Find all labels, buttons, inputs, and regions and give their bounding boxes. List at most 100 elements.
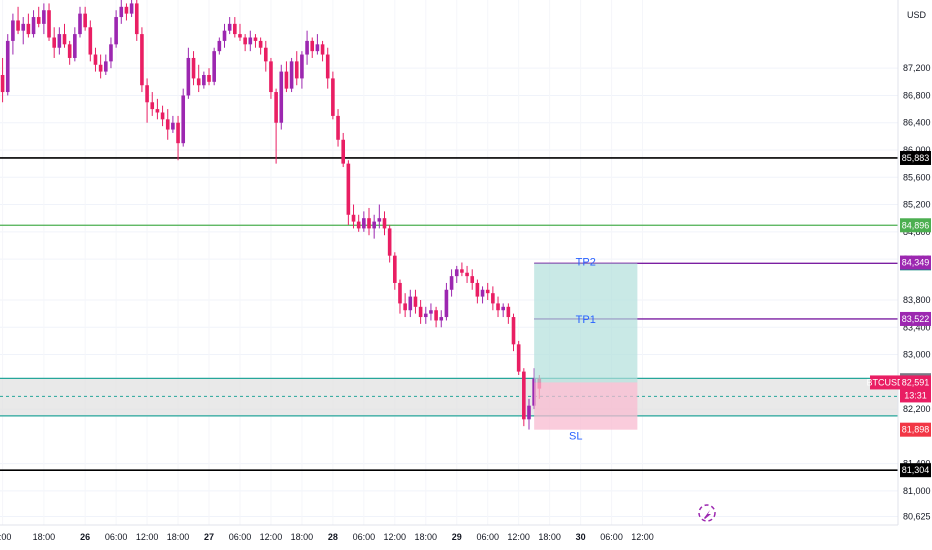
candle [377,204,382,229]
price-badge-tp1-bg [900,311,931,326]
candle-body [289,61,294,89]
candle-body [398,282,402,304]
candle-body [181,95,186,144]
candle-body [516,344,521,372]
price-badge-extra-0-bg [900,255,931,270]
candle-body [325,54,330,79]
candle [454,265,459,283]
price-tick-label: 81,000 [903,486,931,496]
candle-body [5,40,10,93]
candle-body [98,64,103,72]
candle [501,303,505,318]
candle [511,313,516,352]
candle [93,47,98,72]
candle [36,6,41,28]
candle [289,57,294,93]
candle-body [527,405,531,420]
price-badge-support-resistance-bg [900,150,931,165]
candle-body [284,71,289,89]
target-zone[interactable] [534,263,638,383]
candle [88,20,93,62]
price-badge-extra-2-bg [900,422,931,437]
candle-body [423,313,428,318]
candle [372,214,376,239]
price-tick-label: 83,000 [903,350,931,360]
currency-label: USD [907,10,927,20]
candle-body [274,92,278,123]
candle [418,300,423,324]
candle [387,225,392,263]
candle-body [0,75,5,93]
time-tick-label: 06:00 [229,532,252,542]
stop-zone[interactable] [534,382,638,430]
candle-body [413,296,418,307]
candle [83,6,87,31]
candle-body [202,75,206,86]
candle [305,30,309,65]
candle [423,306,428,324]
candle [331,71,335,120]
candle-body [454,269,459,277]
candle [413,289,418,314]
candle [233,17,237,38]
candle-body [480,289,485,297]
candle-body [217,40,222,52]
time-tick-label: 18:00 [538,532,561,542]
candle [429,303,433,321]
price-badge-support-black-bg [900,463,931,478]
candle-body [434,310,438,321]
candle [196,64,201,93]
sl-label: SL [569,431,582,443]
time-tick-label: 06:00 [476,532,499,542]
candle-body [16,20,20,31]
candle-body [294,61,299,79]
candle [325,47,330,89]
candle [243,34,247,52]
replay-icon-ring [698,504,716,522]
candle-body [171,122,175,130]
candle-body [408,296,413,311]
candle-body [300,54,304,79]
candle [274,88,278,164]
candle-body [73,34,77,58]
time-tick-label: 12:00 [260,532,283,542]
time-tick-label: 18:00 [167,532,190,542]
symbol-tag-text: BTCUSD [866,377,904,387]
candle [408,289,413,318]
candle [346,160,351,225]
time-tick-label: 12:00 [631,532,654,542]
candle-body [42,10,46,24]
current-price-text: 82,591 [902,377,930,387]
time-tick-label: 06:00 [353,532,376,542]
position-tool[interactable]: TP2 TP1 SL [534,256,638,443]
candle-body [109,44,113,62]
candle [140,27,144,93]
candle [475,279,480,304]
candle-body [11,20,15,41]
candle-body [78,13,82,35]
candle-body [439,317,444,321]
candle [300,51,304,89]
candle-body [501,306,505,311]
candle [449,269,454,297]
candle-body [475,282,480,297]
candle [114,10,118,48]
price-tick-label: 83,800 [903,295,931,305]
candle-body [165,119,170,130]
candle-body [191,57,196,79]
candle-body [465,272,469,277]
candle-body [31,17,36,35]
candle-body [269,61,273,93]
candle [222,23,227,48]
replay-icon[interactable] [698,504,716,522]
time-axis[interactable]: 2:00 18:00 26 06:00 12:00 18:00 27 06:00 12:00 18… [0,532,654,542]
candle-body [506,306,511,318]
candle [465,265,469,283]
candle-body [129,3,134,14]
candle [470,269,475,290]
time-tick-label: 29 [452,532,462,542]
candle [403,293,407,318]
candle [176,115,180,161]
candle [398,279,402,314]
